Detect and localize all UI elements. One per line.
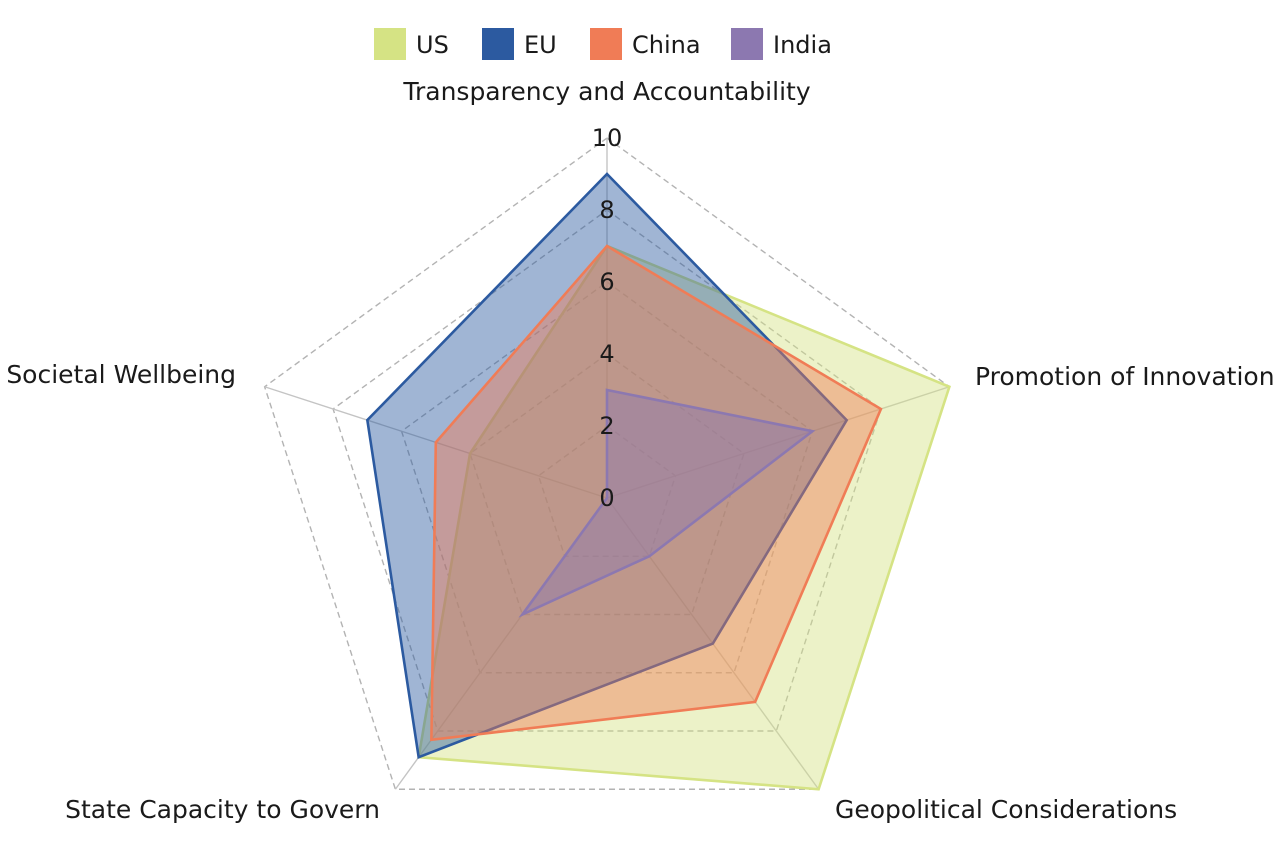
legend-label-china: China [632,31,701,59]
tick-label: 8 [599,196,614,224]
tick-label: 6 [599,268,614,296]
axis-label-layer: Transparency and Accountability Promotion… [6,77,1274,824]
legend-swatch-eu [482,28,514,60]
grid-ring [537,425,677,557]
tick-layer: 0 2 4 6 8 10 [592,124,623,512]
legend-swatch-china [590,28,622,60]
tick-label: 10 [592,124,623,152]
grid-ring [469,353,745,616]
series-area-us [417,244,951,791]
legend-swatch-us [374,28,406,60]
tick-label: 0 [599,484,614,512]
axis-label: State Capacity to Govern [65,795,380,824]
legend-label-india: India [773,31,832,59]
axis-label: Promotion of Innovation [975,362,1275,391]
grid-spoke [606,386,950,499]
axis-label: Societal Wellbeing [6,360,236,389]
grid-ring [400,281,814,674]
series-layer [365,172,951,791]
axis-label: Geopolitical Considerations [835,795,1177,824]
series-area-china [430,244,883,742]
axis-label: Transparency and Accountability [402,77,810,106]
tick-label: 4 [599,340,614,368]
grid-ring [332,209,882,732]
legend-swatch-india [731,28,763,60]
legend: US EU China India [374,28,832,60]
legend-label-us: US [416,31,449,59]
grid-ring [263,137,951,790]
legend-label-eu: EU [524,31,557,59]
series-area-india [518,388,816,618]
grid-layer [263,137,951,790]
tick-label: 2 [599,412,614,440]
